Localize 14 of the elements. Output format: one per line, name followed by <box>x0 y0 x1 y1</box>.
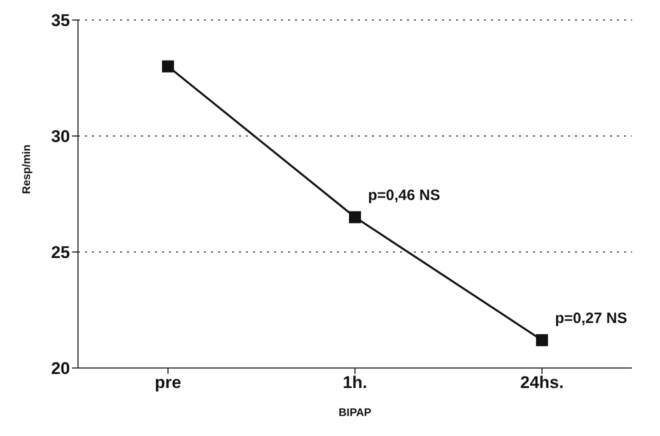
y-axis-title: Resp/min <box>20 144 33 194</box>
x-axis-title: BIPAP <box>338 407 372 419</box>
y-tick-label: 20 <box>51 359 70 378</box>
y-tick-label: 30 <box>51 127 70 146</box>
point <box>536 334 548 346</box>
x-tick-label: 1h. <box>342 373 368 392</box>
point <box>349 211 361 224</box>
x-tick-label: 24hs. <box>520 373 564 392</box>
y-tick-label: 25 <box>51 243 70 262</box>
x-tick-label: pre <box>154 373 182 392</box>
point <box>162 60 174 72</box>
y-tick-label: 35 <box>51 11 70 30</box>
annotation: p=0,46 NS <box>368 187 440 204</box>
annotation: p=0,27 NS <box>555 310 628 328</box>
